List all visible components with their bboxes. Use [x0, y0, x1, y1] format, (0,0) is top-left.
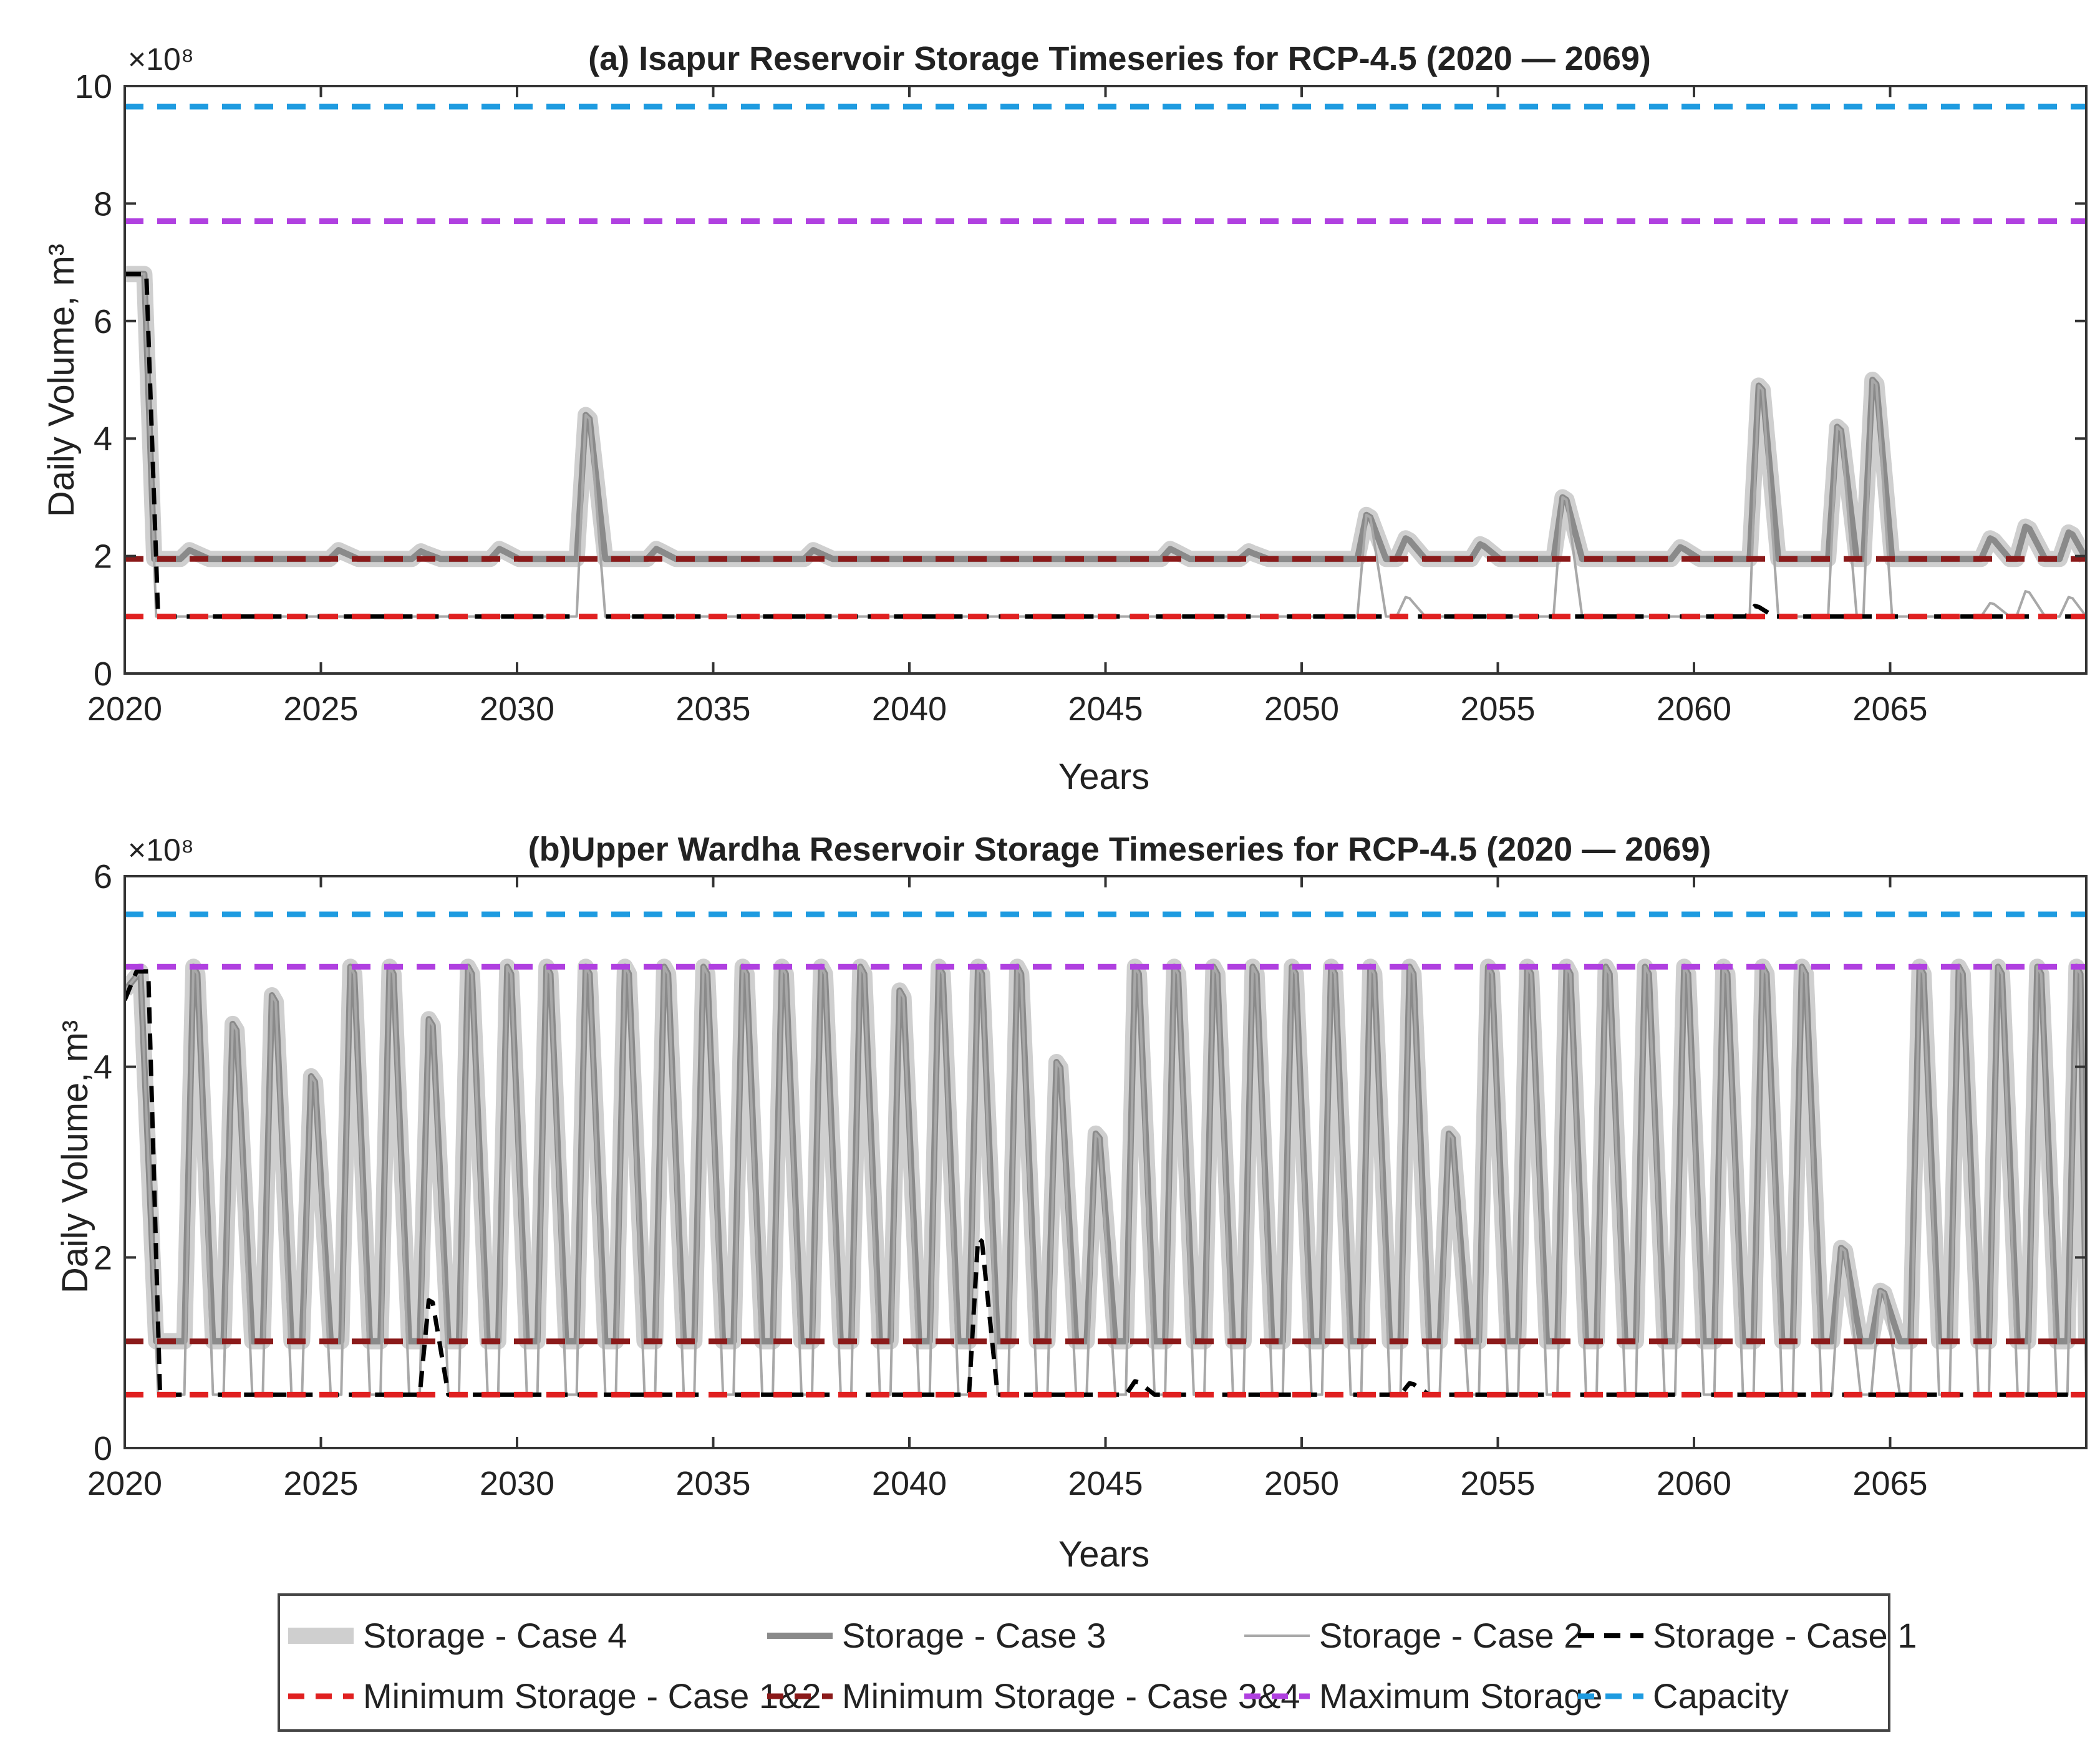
panel-b-title: (b)Upper Wardha Reservoir Storage Timese…	[528, 831, 1711, 868]
panel-a-x-tick-label: 2025	[283, 690, 358, 728]
legend-label-storage-case-1: Storage - Case 1	[1653, 1616, 1917, 1655]
panel-a-y-tick-label: 2	[94, 538, 112, 576]
panel-b-x-tick-label: 2030	[480, 1465, 554, 1502]
legend-label-minimum-storage-case-1-2: Minimum Storage - Case 1&2	[363, 1676, 821, 1716]
panel-b-y-axis-label: Daily Volume, m³	[55, 1020, 95, 1293]
panel-b-x-tick-label: 2035	[675, 1465, 750, 1502]
panel-a-series-storage-case-1	[125, 271, 2086, 619]
panel-a-x-tick-label: 2030	[480, 690, 554, 728]
legend: Storage - Case 4 Storage - Case 3 Storage …	[278, 1593, 1917, 1732]
panel-a-x-tick-label: 2060	[1657, 690, 1731, 728]
panel-a-x-tick-label: 2020	[87, 690, 162, 728]
legend-label-storage-case-4: Storage - Case 4	[363, 1616, 627, 1655]
panel-b-series-storage-case-1	[125, 969, 2086, 1397]
panel-b-y-tick-label: 6	[94, 858, 112, 896]
panel-b-x-tick-label: 2040	[872, 1465, 947, 1502]
legend-label-capacity: Capacity	[1653, 1676, 1789, 1716]
panel-b-y-tick-label: 0	[94, 1430, 112, 1467]
panel-b-x-tick-label: 2025	[283, 1465, 358, 1502]
panel-a-title: (a) Isapur Reservoir Storage Timeseries …	[588, 40, 1651, 77]
legend-label-storage-case-3: Storage - Case 3	[842, 1616, 1106, 1655]
panel-b-x-tick-label: 2045	[1068, 1465, 1143, 1502]
panel-b-axes: 2020 2025 2030 2035 2040 2045 2050 2055 2060 2065…	[87, 858, 2088, 1502]
panel-a-y-tick-label: 0	[94, 655, 112, 693]
legend-label-maximum-storage: Maximum Storage	[1319, 1676, 1602, 1716]
panel-b-y-tick-label: 2	[94, 1239, 112, 1277]
panel-a-x-tick-label: 2050	[1264, 690, 1339, 728]
panel-b-x-tick-label: 2020	[87, 1465, 162, 1502]
legend-label-minimum-storage-case-3-4: Minimum Storage - Case 3&4	[842, 1676, 1300, 1716]
panel-a-x-tick-label: 2035	[675, 690, 750, 728]
panel-a-y-tick-label: 6	[94, 303, 112, 340]
panel-b-x-tick-label: 2060	[1657, 1465, 1731, 1502]
panel-b-y-multiplier: ×10⁸	[128, 833, 194, 867]
legend-label-storage-case-2: Storage - Case 2	[1319, 1616, 1583, 1655]
panel-a-axes: 2020 2025 2030 2035 2040 2045 2050 2055 2060 2065…	[75, 68, 2088, 728]
panel-a-plot-area	[125, 104, 2086, 620]
panel-b-x-tick-label: 2055	[1460, 1465, 1535, 1502]
panel-a-x-tick-label: 2065	[1852, 690, 1927, 728]
panel-a-y-multiplier: ×10⁸	[128, 42, 194, 77]
panel-a-y-tick-label: 4	[94, 420, 112, 458]
panel-a-y-tick-label: 8	[94, 185, 112, 223]
panel-b-x-tick-label: 2050	[1264, 1465, 1339, 1502]
panel-a-x-axis-label: Years	[1058, 756, 1149, 797]
panel-b-upper-wardha: (b)Upper Wardha Reservoir Storage Timese…	[55, 831, 2088, 1575]
panel-a-x-tick-label: 2045	[1068, 690, 1143, 728]
legend-items: Storage - Case 4 Storage - Case 3 Storage …	[288, 1616, 1917, 1716]
panel-a-y-tick-label: 10	[75, 68, 112, 105]
panel-b-x-tick-label: 2065	[1852, 1465, 1927, 1502]
panel-b-y-tick-label: 4	[94, 1049, 112, 1086]
panel-a-isapur: (a) Isapur Reservoir Storage Timeseries …	[41, 40, 2088, 797]
legend-box	[278, 1593, 1890, 1732]
panel-b-series-storage-case-2	[125, 965, 2086, 1396]
panel-a-x-tick-label: 2055	[1460, 690, 1535, 728]
panel-b-x-axis-label: Years	[1058, 1534, 1149, 1575]
panel-a-x-tick-label: 2040	[872, 690, 947, 728]
panel-a-y-axis-label: Daily Volume, m³	[41, 244, 82, 517]
panel-b-plot-area	[125, 911, 2086, 1398]
